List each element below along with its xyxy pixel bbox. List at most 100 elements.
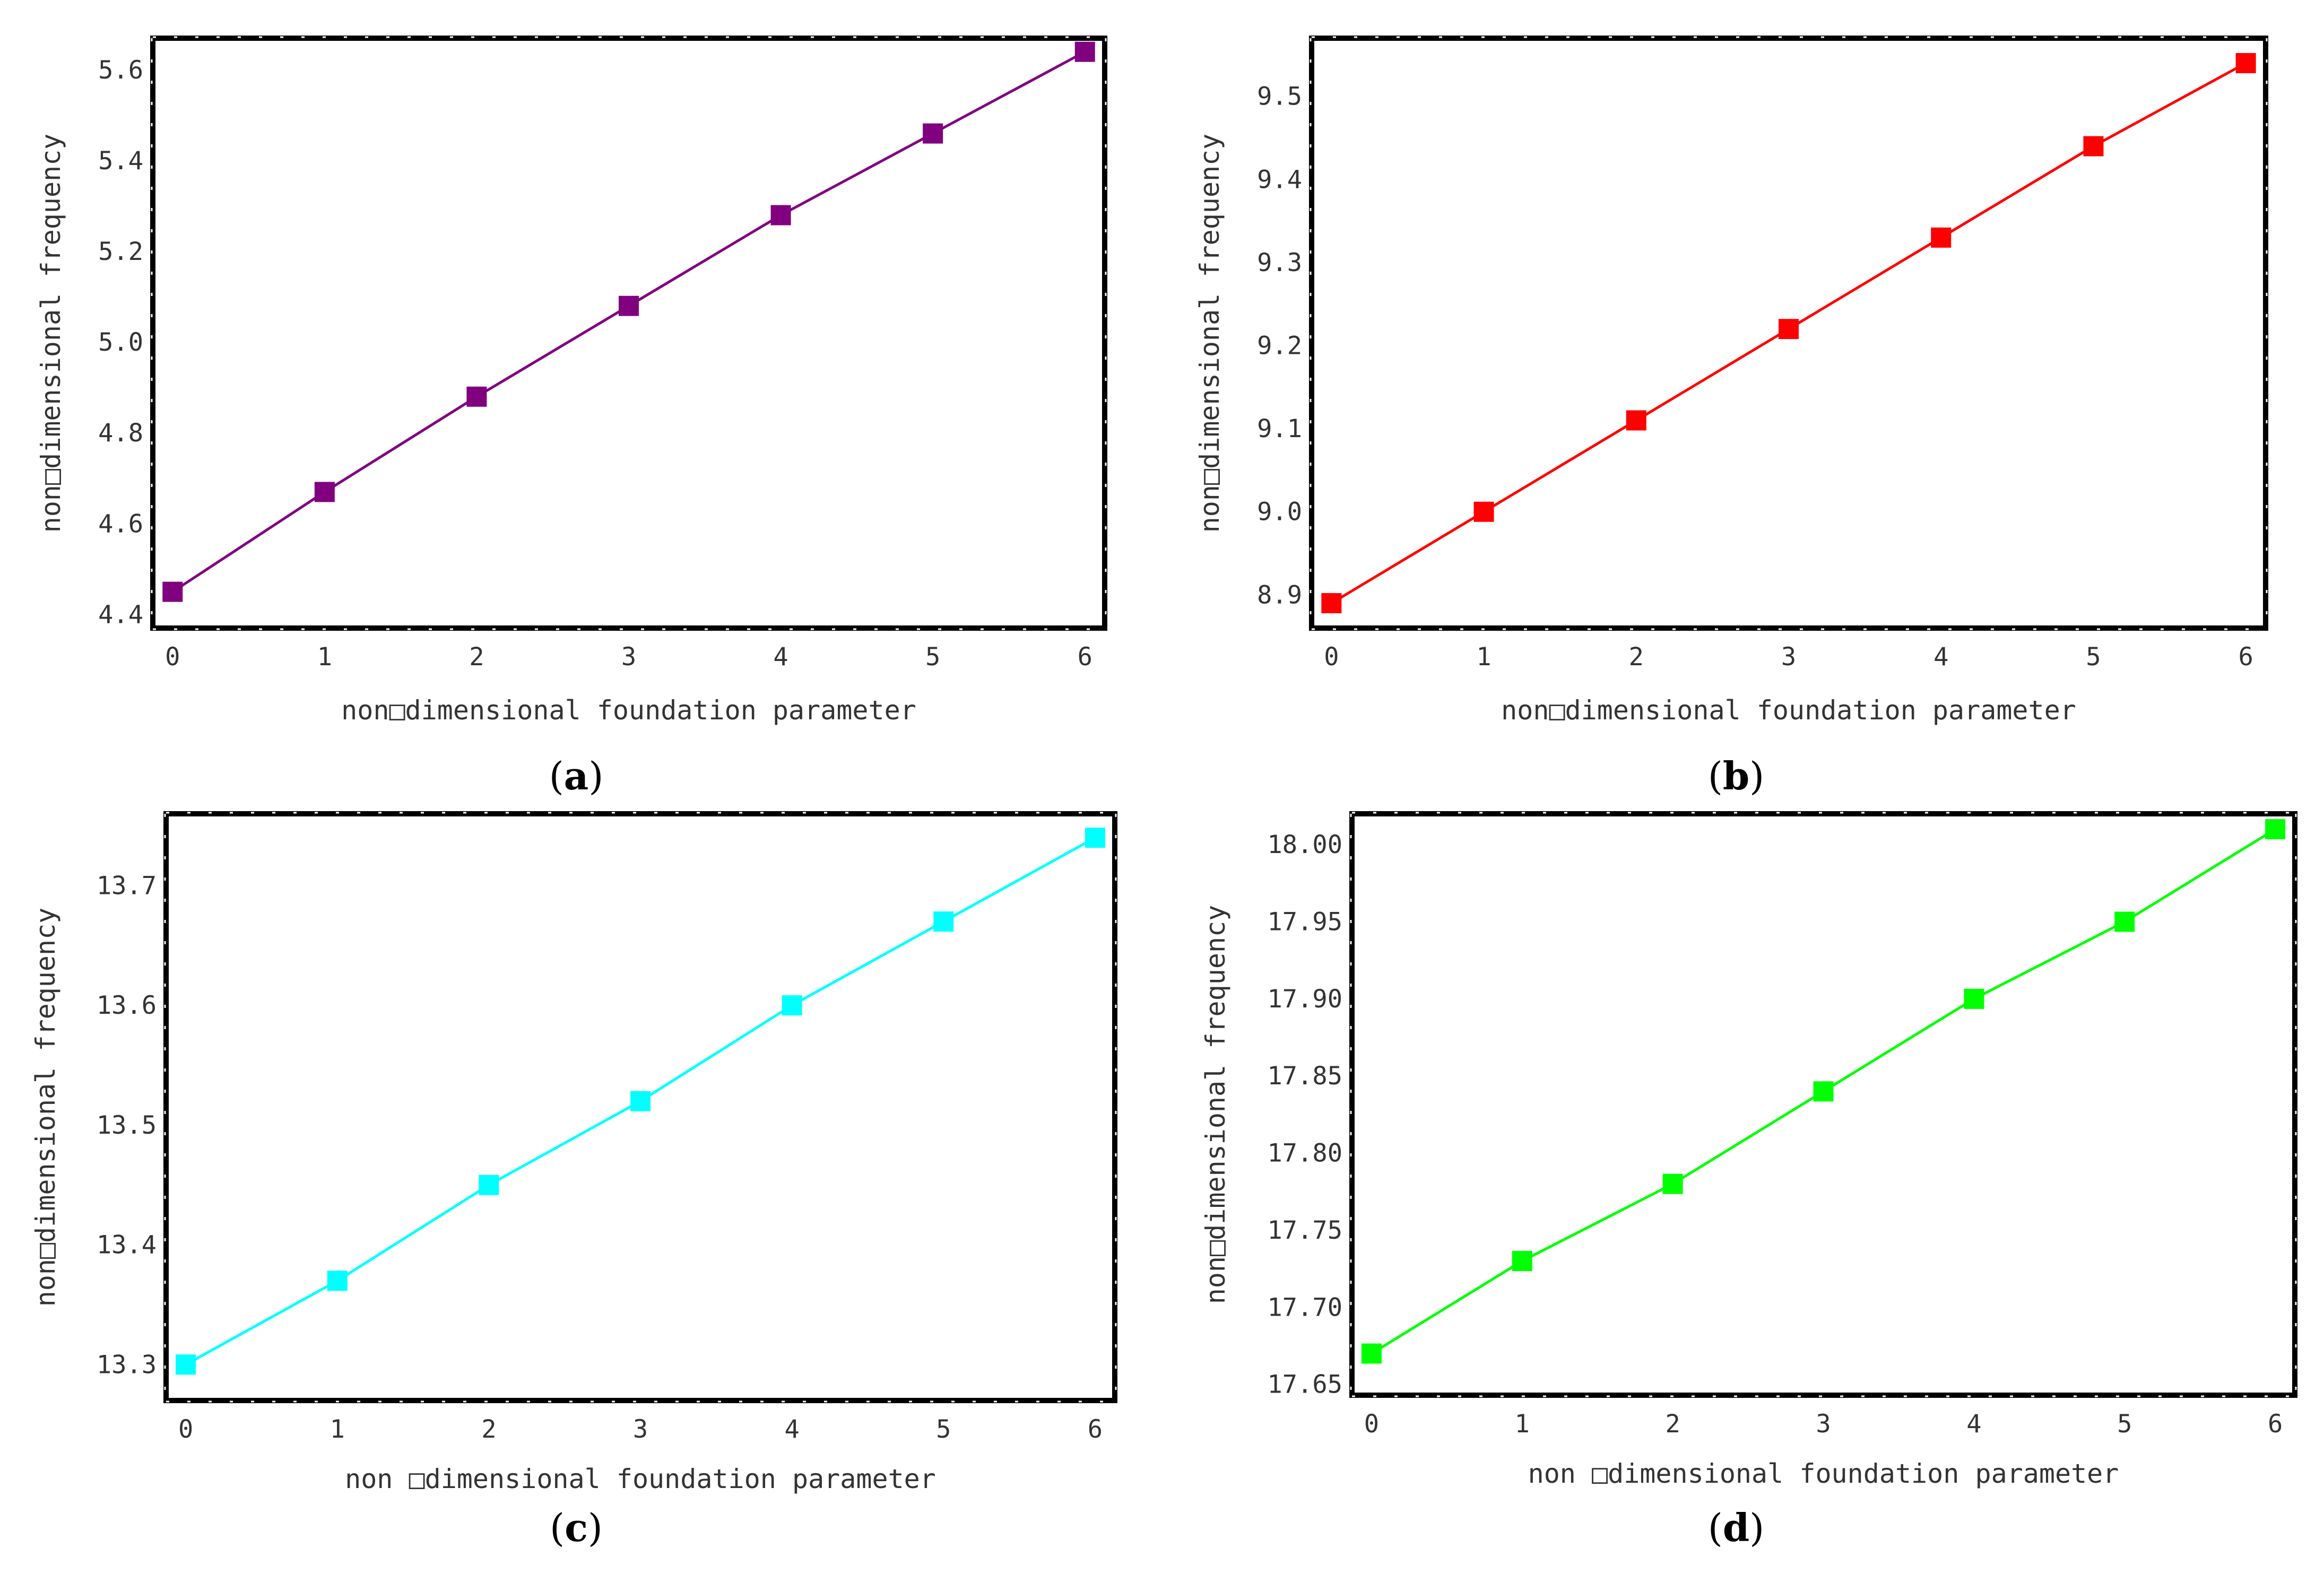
y-tick-label: 5.2 <box>98 237 143 266</box>
y-tick-label: 4.8 <box>98 419 143 448</box>
x-tick-label: 4 <box>784 1415 799 1444</box>
plot-frame <box>1309 36 2268 631</box>
y-axis-title: non□dimensional frequency <box>30 908 61 1307</box>
y-tick-label: 13.3 <box>97 1350 157 1379</box>
panel-caption: (d) <box>1708 1505 1765 1550</box>
x-axis-title: non □dimensional foundation parameter <box>1528 1458 2119 1489</box>
data-point <box>1085 828 1105 848</box>
data-point <box>619 295 639 316</box>
y-tick-label: 8.9 <box>1257 580 1302 610</box>
panel-caption: (a) <box>549 753 604 798</box>
y-axis-title: non□dimensional frequency <box>1200 905 1231 1304</box>
y-tick-label: 9.2 <box>1257 331 1302 360</box>
data-point <box>314 482 335 502</box>
x-tick-label: 3 <box>1816 1410 1831 1439</box>
y-tick-label: 5.6 <box>98 56 143 85</box>
data-point <box>1361 1343 1382 1364</box>
data-point <box>176 1354 196 1375</box>
y-tick-label: 9.5 <box>1257 82 1302 111</box>
y-tick-label: 9.0 <box>1257 498 1302 527</box>
y-tick-label: 17.75 <box>1268 1216 1342 1245</box>
data-point <box>162 581 183 602</box>
x-tick-label: 0 <box>178 1415 193 1444</box>
y-tick-label: 17.80 <box>1268 1139 1342 1168</box>
y-tick-label: 9.3 <box>1257 248 1302 277</box>
data-point <box>782 995 802 1016</box>
y-tick-label: 18.00 <box>1268 830 1342 859</box>
x-tick-label: 1 <box>317 642 332 672</box>
data-point <box>933 911 954 932</box>
x-tick-label: 1 <box>1515 1410 1530 1439</box>
x-tick-label: 3 <box>1781 642 1796 672</box>
data-point <box>1473 501 1494 522</box>
data-point <box>770 205 791 225</box>
y-tick-label: 5.0 <box>98 328 143 357</box>
data-point <box>327 1271 348 1291</box>
x-tick-label: 2 <box>481 1415 496 1444</box>
x-tick-label: 3 <box>633 1415 648 1444</box>
data-point <box>1779 319 1799 340</box>
data-point <box>1626 410 1646 431</box>
x-tick-label: 5 <box>2117 1410 2132 1439</box>
x-tick-label: 4 <box>1966 1410 1981 1439</box>
x-axis-title: non□dimensional foundation parameter <box>1501 695 2076 726</box>
y-tick-label: 5.4 <box>98 146 143 176</box>
data-point <box>1512 1251 1532 1272</box>
panel-a: 0 1 2 3 4 5 6 4.4 4.6 4.8 5.0 5.2 5.4 5.6 non□dimensio… <box>36 36 1107 798</box>
y-tick-label: 17.95 <box>1268 908 1342 937</box>
panel-d: 0 1 2 3 4 5 6 17.65 17.70 17.75 17.80 17.85 17.90 17.… <box>1200 811 2297 1550</box>
plot-frame <box>1349 811 2297 1398</box>
y-tick-label: 13.5 <box>97 1111 157 1140</box>
y-tick-label: 17.65 <box>1268 1370 1342 1399</box>
x-tick-label: 2 <box>469 642 484 672</box>
y-tick-label: 13.7 <box>97 871 157 900</box>
panel-caption: (c) <box>550 1505 603 1550</box>
y-tick-label: 13.4 <box>97 1231 157 1260</box>
y-tick-label: 17.85 <box>1268 1062 1342 1091</box>
y-axis-title: non□dimensional frequency <box>1194 134 1225 533</box>
data-point <box>630 1091 651 1111</box>
data-point <box>1931 227 1952 248</box>
data-point <box>2083 136 2104 156</box>
x-tick-label: 5 <box>2086 642 2101 672</box>
x-tick-label: 3 <box>621 642 636 672</box>
x-tick-label: 6 <box>2268 1410 2283 1439</box>
x-tick-label: 2 <box>1629 642 1644 672</box>
y-axis-title: non□dimensional frequency <box>36 134 66 533</box>
x-tick-label: 6 <box>2239 642 2253 672</box>
x-tick-label: 0 <box>165 642 180 672</box>
x-tick-label: 5 <box>936 1415 951 1444</box>
x-tick-label: 0 <box>1324 642 1339 672</box>
x-tick-label: 5 <box>925 642 940 672</box>
y-tick-label: 4.4 <box>98 600 143 629</box>
data-point <box>2265 819 2286 840</box>
y-tick-label: 4.6 <box>98 509 143 538</box>
x-tick-label: 1 <box>330 1415 345 1444</box>
y-tick-label: 9.4 <box>1257 165 1302 194</box>
y-tick-label: 17.90 <box>1268 985 1342 1014</box>
data-point <box>466 386 487 407</box>
y-tick-label: 9.1 <box>1257 414 1302 443</box>
series-line <box>171 50 1086 593</box>
x-tick-label: 4 <box>1933 642 1948 672</box>
panel-caption: (b) <box>1708 753 1765 798</box>
y-tick-label: 13.6 <box>97 991 157 1020</box>
data-point <box>479 1175 499 1195</box>
plot-frame <box>163 811 1117 1403</box>
x-axis-title: non □dimensional foundation parameter <box>345 1464 936 1494</box>
panel-b: 0 1 2 3 4 5 6 8.9 9.0 9.1 9.2 9.3 9.4 9.5 non□dimensio… <box>1194 36 2268 798</box>
x-tick-label: 6 <box>1078 642 1092 672</box>
data-point <box>1321 593 1342 614</box>
data-point <box>2114 911 2135 932</box>
x-tick-label: 4 <box>773 642 788 672</box>
data-point <box>1662 1173 1683 1194</box>
data-point <box>923 123 943 144</box>
plot-frame <box>150 36 1107 631</box>
x-tick-label: 1 <box>1476 642 1491 672</box>
data-point <box>1074 41 1095 62</box>
x-tick-label: 6 <box>1088 1415 1103 1444</box>
x-tick-label: 0 <box>1364 1410 1379 1439</box>
data-point <box>1964 988 1984 1009</box>
x-tick-label: 2 <box>1665 1410 1680 1439</box>
